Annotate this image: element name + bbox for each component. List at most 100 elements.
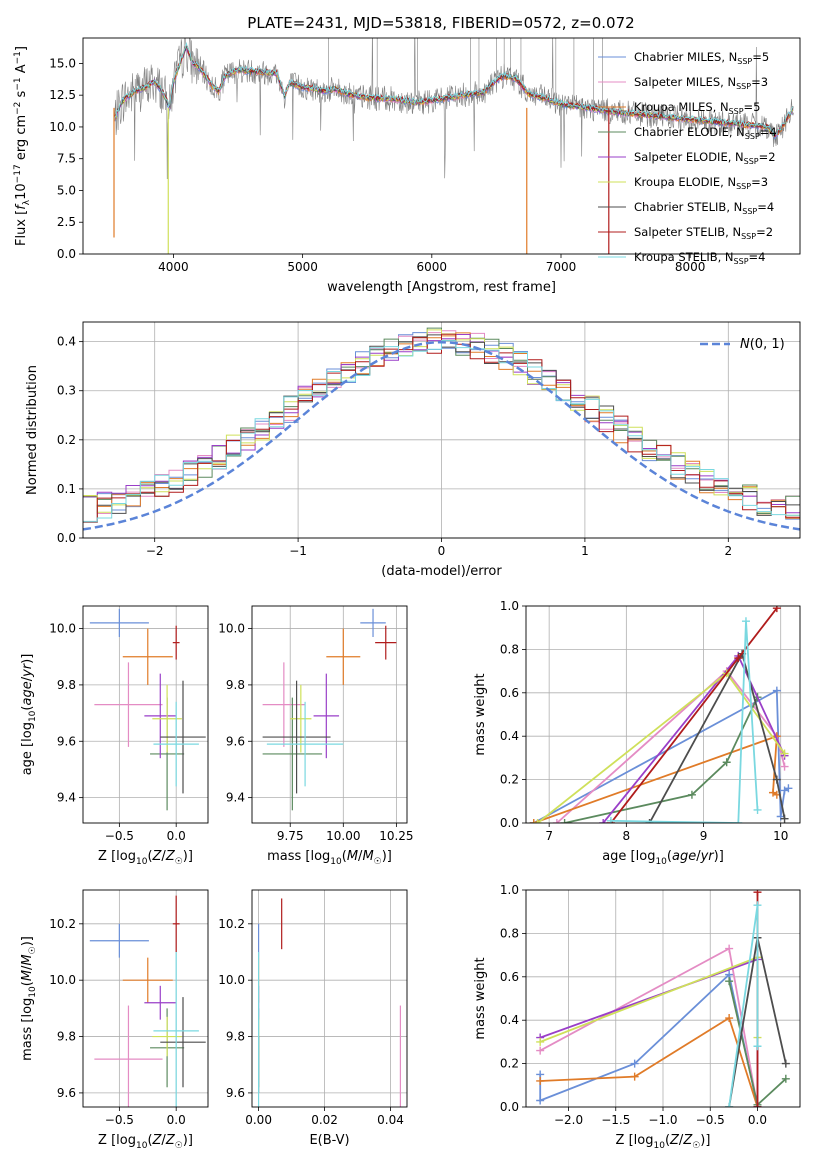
legend-count: =4 — [749, 250, 766, 264]
mass_vs_age-xlabel-part: )] — [382, 849, 392, 864]
legend-count: =4 — [760, 125, 777, 139]
weight-marker-salpeter_miles — [536, 1046, 545, 1055]
z_vs_mass-xtick-label: 0.0 — [167, 1113, 186, 1127]
z_vs_age-xlabel-part: 10 — [136, 857, 148, 867]
mass_vs_age-xlabel-part: / — [358, 849, 363, 864]
ebv_vs_mass-ytick-label: 9.8 — [226, 1030, 245, 1044]
legend-count: =4 — [757, 200, 774, 214]
weight-line-kroupa_stelib — [728, 905, 759, 1107]
weight-marker-salpeter_elodie — [599, 819, 608, 823]
z_vs_weight-xtick-label: −1.0 — [648, 1113, 677, 1127]
ebv_vs_mass-plot-area — [257, 898, 402, 1107]
errorbar-chabrier_stelib — [160, 997, 206, 1088]
weight-line-kroupa_miles — [540, 1016, 759, 1107]
spectrum-ylabel-part: A — [14, 64, 29, 77]
z_vs_mass-ylabel-part: 10 — [28, 986, 38, 998]
weight-marker-chabrier_miles — [772, 686, 781, 695]
weight-marker-chabrier_stelib — [645, 819, 654, 823]
residual_histogram-ylabel: Normed distribution — [25, 365, 40, 495]
z_vs_age-ytick-label: 9.8 — [57, 678, 76, 692]
z_vs_weight-plot-area — [536, 890, 790, 1107]
spectrum-ylabel-part: −2 — [13, 102, 23, 115]
errorbar-salpeter_stelib — [172, 625, 180, 660]
spectrum-ylabel-part: Flux [ — [14, 210, 29, 246]
z_vs_mass-xlabel-part: Z [log — [98, 1133, 136, 1148]
age_vs_weight-xlabel-part: yr — [700, 849, 716, 864]
mass_vs_age-xtick-label: 9.75 — [277, 829, 304, 843]
spectrum-ylabel-part: 10 — [14, 183, 29, 200]
legend-normal-args: (0, 1) — [750, 337, 785, 352]
age_vs_weight-xlabel-part: / — [696, 849, 701, 864]
z_vs_mass-xlabel-part: / — [161, 1133, 166, 1148]
mass_vs_age-ytick-label: 9.6 — [226, 734, 245, 748]
mass_vs_age-xtick-label: 10.25 — [379, 829, 413, 843]
residual_histogram-frame — [82, 321, 801, 539]
z_vs_age-xtick-label: 0.0 — [167, 829, 186, 843]
z_vs_age-ylabel-part: )] — [20, 654, 35, 664]
mass_vs_age-xlabel-part: M — [347, 849, 358, 864]
legend-label-chabrier_stelib: Chabrier STELIB, NSSP=4 — [634, 200, 774, 216]
z_vs_weight-ytick-label: 0.0 — [500, 1100, 519, 1114]
weight-marker-kroupa_stelib — [741, 617, 750, 626]
errorbar-chabrier_elodie — [262, 697, 323, 811]
z_vs_mass-xlabel: Z [log10(Z/Z☉)] — [98, 1133, 193, 1151]
weight-line-chabrier_stelib — [648, 651, 786, 823]
ebv_vs_mass-xlabel: E(B-V) — [309, 1133, 349, 1148]
spectrum-ytick-label: 7.5 — [57, 152, 76, 166]
age_vs_weight-xtick-label: 10 — [773, 829, 788, 843]
z_vs_weight-ytick-label: 0.6 — [500, 970, 519, 984]
ebv_vs_mass-xlabel-part: E(B-V) — [309, 1133, 349, 1148]
legend-text: Salpeter MILES, N — [634, 75, 736, 89]
weight-marker-chabrier_miles — [784, 784, 793, 793]
weight-marker-kroupa_stelib — [734, 819, 743, 823]
weight-marker-kroupa_miles — [630, 1072, 639, 1081]
z_vs_age-xlabel-part: / — [161, 849, 166, 864]
weight-line-salpeter_miles — [539, 947, 759, 1107]
weight-marker-kroupa_miles — [529, 819, 538, 823]
ebv_vs_mass-xtick-label: 0.02 — [311, 1113, 338, 1127]
z_vs_age-ytick-label: 9.6 — [57, 734, 76, 748]
z_vs_age-xlabel-part: ☉ — [175, 857, 183, 867]
z_vs_mass-frame — [82, 889, 209, 1108]
figure-title: PLATE=2431, MJD=53818, FIBERID=0572, z=0… — [247, 14, 634, 32]
normal-curve — [83, 340, 800, 531]
weight-marker-salpeter_miles — [725, 944, 734, 953]
legend-count: =2 — [759, 150, 776, 164]
z_vs_mass-ylabel-part: M — [20, 970, 35, 981]
mass_vs_age-xtick-label: 10.00 — [326, 829, 360, 843]
weight-marker-chabrier_stelib — [781, 1059, 790, 1068]
legend-count: =5 — [752, 50, 769, 64]
ebv_vs_mass-ytick-label: 10.2 — [218, 917, 245, 931]
weight-marker-salpeter_miles — [780, 762, 789, 771]
errorbar-salpeter_stelib — [172, 895, 180, 952]
z_vs_age-xlabel-part: ( — [147, 849, 152, 864]
spectrum-xtick-label: 8000 — [675, 260, 706, 274]
weight-marker-salpeter_stelib — [734, 654, 743, 663]
errorbar-kroupa_stelib — [153, 701, 199, 787]
z_vs_weight-panel: −2.0 −1.5 −1.0 −0.5 0.0 0.0 0.2 0.4 0.6 0.8 1.0 Z [… — [473, 883, 801, 1151]
age_vs_weight-xlabel: age [log10(age/yr)] — [602, 849, 724, 867]
legend-text: Kroupa ELODIE, N — [634, 175, 736, 189]
z_vs_weight-ylabel-part: mass weight — [473, 957, 488, 1039]
legend-text: Chabrier ELODIE, N — [634, 125, 745, 139]
spectrum-ytick-label: 10.0 — [49, 120, 76, 134]
z_vs_weight-ytick-label: 0.4 — [500, 1013, 519, 1027]
z_vs_age-xlabel: Z [log10(Z/Z☉)] — [98, 849, 193, 867]
z_vs_mass-ytick-label: 9.8 — [57, 1030, 76, 1044]
age_vs_weight-ylabel-part: mass weight — [473, 673, 488, 755]
legend-sub: SSP — [737, 57, 752, 66]
legend-label-chabrier_miles: Chabrier MILES, NSSP=5 — [634, 50, 769, 66]
z_vs_weight-ylabel: mass weight — [473, 957, 488, 1039]
weight-marker-salpeter_stelib — [753, 890, 762, 897]
spectrum-ylabel: Flux [fλ10−17 erg cm−2 s−1 A−1] — [13, 46, 32, 246]
ebv_vs_mass-panel: 0.00 0.02 0.04 9.6 9.8 10.0 10.2 E(B-V) — [218, 889, 408, 1148]
errorbar-chabrier_stelib — [160, 680, 206, 794]
mass_vs_age-ytick-label: 9.4 — [226, 791, 245, 805]
z_vs_mass-ylabel-part: )] — [20, 936, 35, 946]
legend-sub: SSP — [729, 107, 744, 116]
z_vs_age-ytick-label: 9.4 — [57, 791, 76, 805]
z_vs_mass-ylabel-part: ☉ — [28, 946, 38, 954]
weight-marker-chabrier_stelib — [772, 775, 781, 784]
